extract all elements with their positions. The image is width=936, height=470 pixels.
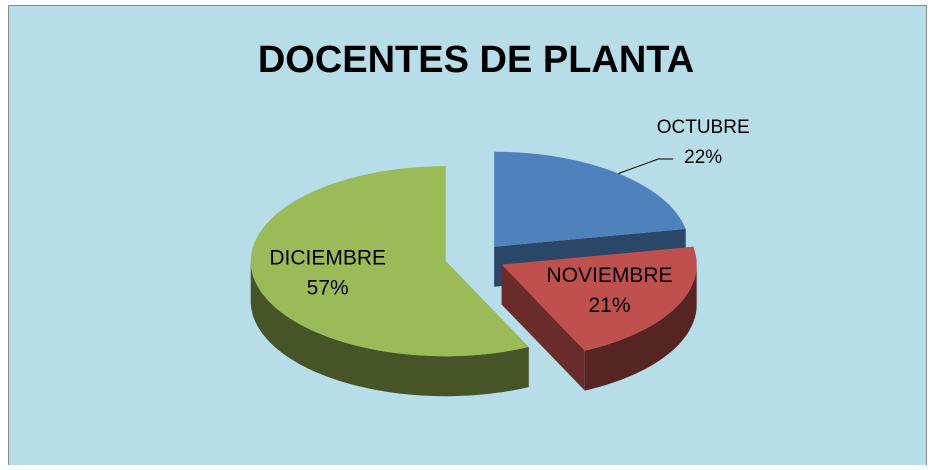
slice	[250, 166, 529, 357]
data-label-value: 57%	[307, 277, 349, 300]
data-label-value: 21%	[588, 294, 630, 317]
data-label-value: 22%	[684, 147, 722, 168]
slice	[501, 246, 697, 351]
data-label-category: DICIEMBRE	[269, 247, 386, 270]
chart-title: DOCENTES DE PLANTA	[258, 39, 694, 81]
data-label-category: NOVIEMBRE	[546, 264, 672, 287]
slice	[494, 151, 686, 247]
slice-outer-side	[584, 264, 697, 391]
data-label-category: OCTUBRE	[657, 117, 750, 138]
slice-outer-side	[250, 261, 529, 397]
leader-line	[618, 158, 674, 174]
slice-cut-side	[501, 264, 585, 391]
